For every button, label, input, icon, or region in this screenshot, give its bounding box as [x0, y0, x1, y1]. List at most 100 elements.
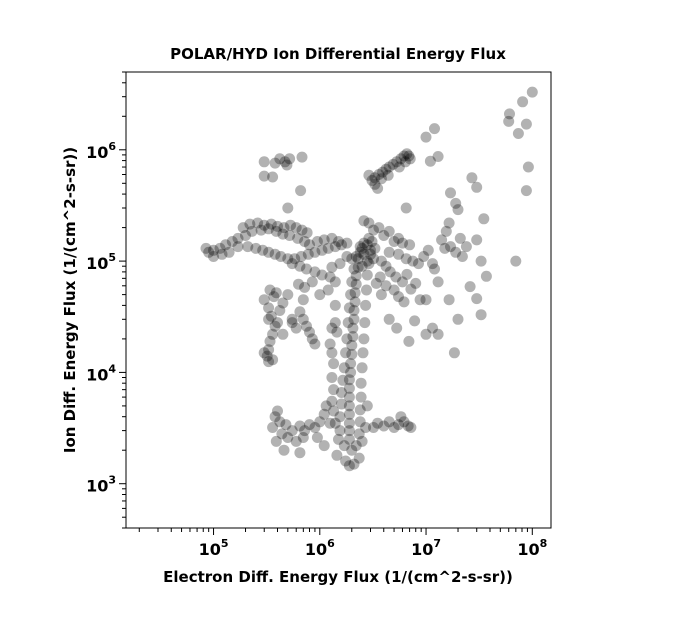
- data-point: [443, 217, 455, 229]
- data-point: [267, 422, 279, 433]
- data-point: [290, 322, 302, 334]
- data-point: [334, 411, 346, 423]
- data-point: [510, 255, 522, 267]
- data-point: [420, 328, 432, 340]
- data-point: [420, 294, 432, 306]
- data-point: [282, 289, 294, 301]
- data-point: [252, 217, 264, 229]
- data-point: [328, 405, 340, 417]
- data-point: [403, 335, 415, 347]
- data-point: [290, 222, 302, 234]
- data-point: [333, 236, 344, 247]
- data-point: [443, 294, 455, 306]
- data-point: [395, 153, 407, 165]
- data-point: [346, 276, 358, 288]
- data-point: [286, 313, 298, 325]
- data-point: [296, 151, 308, 163]
- data-point: [475, 255, 487, 267]
- data-point: [324, 417, 336, 429]
- data-point: [258, 219, 270, 231]
- data-point: [369, 242, 381, 254]
- data-point: [478, 213, 490, 225]
- data-point: [331, 326, 343, 338]
- data-point: [401, 268, 413, 280]
- data-point: [355, 377, 367, 389]
- data-point: [309, 246, 321, 258]
- data-point: [297, 313, 309, 325]
- data-point: [318, 408, 330, 420]
- data-point: [354, 404, 366, 416]
- data-point: [297, 432, 309, 443]
- data-point: [257, 244, 269, 256]
- data-point: [343, 391, 355, 403]
- data-point: [366, 175, 378, 186]
- data-point: [232, 241, 244, 253]
- data-point: [372, 182, 384, 194]
- data-point: [353, 452, 365, 464]
- data-point: [480, 270, 492, 282]
- data-point: [250, 242, 262, 254]
- data-point: [471, 293, 483, 305]
- data-point: [354, 416, 366, 428]
- data-point: [263, 302, 275, 314]
- data-point: [370, 277, 382, 289]
- data-point: [391, 156, 403, 168]
- data-point: [280, 419, 292, 431]
- data-point: [432, 276, 444, 288]
- data-point: [322, 242, 334, 254]
- data-point: [343, 425, 355, 437]
- data-point: [343, 408, 355, 420]
- data-point: [397, 276, 408, 288]
- data-point: [398, 150, 410, 162]
- data-point: [373, 222, 385, 234]
- data-point: [304, 326, 315, 338]
- data-point: [405, 283, 417, 295]
- data-point: [208, 251, 219, 262]
- data-point: [429, 263, 440, 275]
- data-point: [352, 261, 364, 273]
- data-point: [369, 178, 381, 190]
- data-point: [318, 440, 330, 452]
- data-point: [223, 246, 235, 258]
- data-point: [265, 218, 277, 230]
- data-point: [368, 224, 379, 236]
- data-point: [343, 382, 355, 394]
- plot-frame: [125, 71, 552, 529]
- data-point: [368, 422, 379, 433]
- data-point: [365, 248, 376, 260]
- data-point: [452, 313, 464, 325]
- data-point: [328, 358, 340, 370]
- data-point: [277, 328, 289, 340]
- data-point: [427, 258, 438, 270]
- data-point: [284, 153, 296, 165]
- data-point: [329, 276, 341, 288]
- data-point: [432, 151, 444, 162]
- data-point: [440, 225, 452, 237]
- y-axis-label: Ion Diff. Energy Flux (1/(cm^2-s-sr)): [61, 147, 79, 453]
- data-point: [263, 223, 275, 235]
- data-point: [454, 232, 466, 244]
- data-point: [208, 244, 219, 256]
- data-point: [338, 362, 350, 374]
- data-point: [450, 246, 462, 258]
- data-point: [360, 299, 372, 311]
- data-point: [373, 169, 385, 180]
- data-point: [414, 294, 426, 306]
- data-point: [326, 372, 338, 383]
- data-point: [374, 271, 386, 283]
- data-point: [258, 294, 270, 306]
- data-point: [393, 248, 404, 260]
- data-point: [355, 391, 367, 403]
- data-point: [302, 248, 314, 260]
- chart-title: POLAR/HYD Ion Differential Energy Flux: [170, 45, 506, 63]
- data-point: [278, 444, 290, 456]
- data-point: [343, 433, 355, 445]
- data-point: [324, 338, 336, 350]
- data-point: [358, 215, 370, 227]
- data-point: [279, 156, 291, 168]
- data-point: [375, 289, 387, 301]
- data-point: [410, 277, 422, 289]
- data-point: [348, 305, 360, 316]
- data-point: [520, 185, 532, 197]
- data-point: [349, 287, 361, 299]
